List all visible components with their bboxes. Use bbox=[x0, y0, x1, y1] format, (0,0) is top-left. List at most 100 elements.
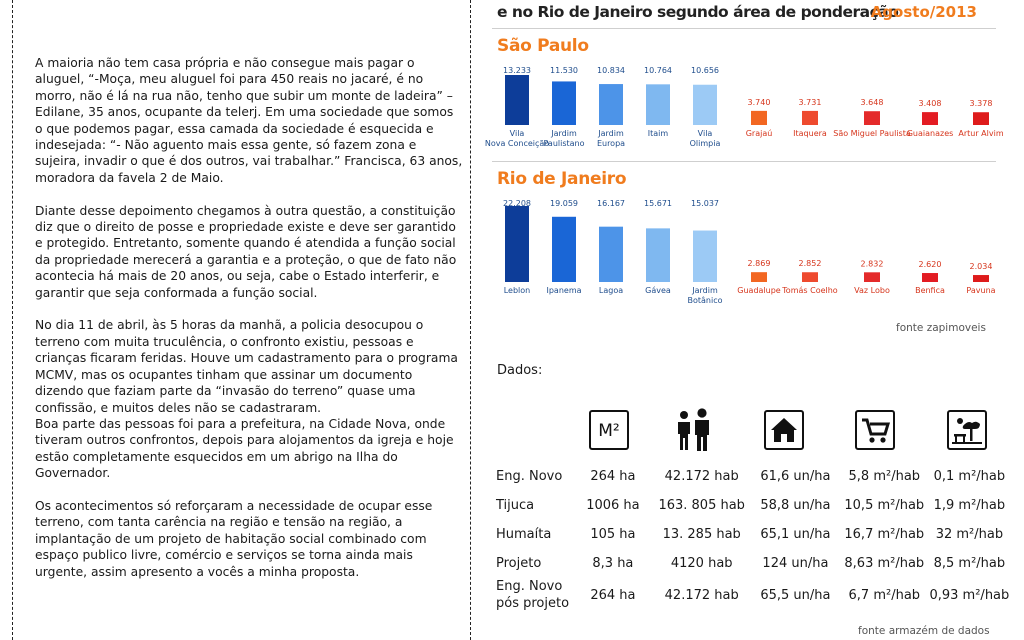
cart-icon bbox=[855, 410, 895, 450]
chart-source: fonte zapimoveis bbox=[896, 322, 986, 334]
category-label: Leblon bbox=[504, 286, 531, 295]
dados-heading: Dados: bbox=[497, 363, 543, 378]
table-cell: 10,5 m²/hab bbox=[844, 498, 925, 513]
table-cell: 58,8 un/ha bbox=[760, 498, 831, 513]
table-cell: 42.172 hab bbox=[664, 587, 739, 603]
bar-value-label: 2.832 bbox=[861, 259, 884, 268]
row-label: Humaíta bbox=[496, 527, 552, 542]
bar bbox=[802, 272, 818, 282]
data-source: fonte armazém de dados bbox=[858, 625, 990, 637]
bar bbox=[922, 273, 938, 282]
table-row: Eng. Novo 264 ha 42.172 hab 61,6 un/ha 5,8 m… bbox=[490, 462, 1010, 491]
table-cell: 1006 ha bbox=[586, 498, 640, 513]
paragraph-1: A maioria não tem casa própria e não con… bbox=[35, 56, 463, 185]
category-label: Benfica bbox=[915, 286, 945, 295]
category-label: Artur Alvim bbox=[958, 129, 1003, 138]
bar bbox=[693, 84, 717, 125]
bar bbox=[552, 81, 576, 125]
bar-value-label: 2.620 bbox=[919, 260, 942, 269]
bar-value-label: 15.671 bbox=[644, 199, 672, 208]
bar bbox=[552, 216, 576, 282]
category-label: Vila bbox=[698, 129, 713, 138]
category-label: Tomás Coelho bbox=[781, 286, 838, 295]
bar bbox=[505, 206, 529, 282]
bar-value-label: 3.648 bbox=[861, 98, 884, 107]
bar-value-label: 10.656 bbox=[691, 66, 719, 75]
category-label: Gávea bbox=[645, 286, 671, 295]
category-label: Nova Conceição bbox=[485, 139, 549, 148]
paragraph-5: Os acontecimentos só reforçaram a necess… bbox=[35, 498, 433, 579]
bar bbox=[922, 112, 938, 125]
bar-value-label: 22.208 bbox=[503, 199, 531, 208]
table-cell: 124 un/ha bbox=[762, 556, 829, 571]
bar-value-label: 2.034 bbox=[970, 262, 993, 271]
bar-value-label: 13.233 bbox=[503, 66, 531, 75]
bar bbox=[751, 110, 767, 125]
category-label: Vila bbox=[510, 129, 525, 138]
bar bbox=[599, 84, 623, 125]
table-cell: 8,3 ha bbox=[592, 556, 634, 571]
bar-value-label: 2.852 bbox=[799, 259, 822, 268]
header-rule bbox=[492, 28, 996, 29]
category-label: Europa bbox=[597, 139, 625, 148]
category-label: Jardim bbox=[550, 129, 577, 138]
paragraph-4: Boa parte das pessoas foi para a prefeit… bbox=[35, 416, 454, 481]
body-text-column: A maioria não tem casa própria e não con… bbox=[35, 55, 463, 596]
rio-bar-chart: 22.208 Leblon 19.059 Ipanema 16.167 Lagoa 15.6… bbox=[503, 199, 996, 305]
table-cell: 0,93 m²/hab bbox=[929, 587, 1010, 603]
paragraph-3: No dia 11 de abril, às 5 horas da manhã,… bbox=[35, 318, 458, 415]
category-label: Jardim bbox=[691, 286, 718, 295]
bar bbox=[864, 272, 880, 282]
table-cell: 4120 hab bbox=[670, 556, 733, 571]
category-label: Botânico bbox=[687, 296, 722, 305]
house-icon bbox=[764, 410, 804, 450]
divider-rule bbox=[492, 161, 996, 162]
category-label: Guadalupe bbox=[737, 286, 781, 295]
paragraph-2: Diante desse depoimento chegamos à outra… bbox=[35, 203, 457, 300]
table-cell: 65,5 un/ha bbox=[760, 587, 831, 603]
category-label: Itaquera bbox=[793, 129, 827, 138]
center-cut-line bbox=[470, 0, 471, 640]
m2-icon-label: M² bbox=[598, 421, 620, 441]
table-cell: 264 ha bbox=[590, 469, 636, 484]
table-cell: 8,63 m²/hab bbox=[844, 556, 925, 571]
m2-icon: M² bbox=[589, 410, 629, 450]
table-cell: 42.172 hab bbox=[664, 469, 739, 484]
category-label: São Miguel Paulista bbox=[833, 129, 911, 138]
table-cell: 163. 805 hab bbox=[658, 498, 745, 513]
category-label: Itaim bbox=[648, 129, 669, 138]
chart-title-rio: Rio de Janeiro bbox=[497, 169, 627, 189]
chart-header-date: Agosto/2013 bbox=[870, 3, 977, 21]
table-row: Projeto 8,3 ha 4120 hab 124 un/ha 8,63 m²/ha… bbox=[490, 549, 1010, 578]
row-label: Tijuca bbox=[496, 498, 535, 513]
row-label: Eng. Novo pós projeto bbox=[496, 579, 570, 611]
bar-value-label: 10.834 bbox=[597, 66, 625, 75]
category-label: Olimpia bbox=[690, 139, 721, 148]
table-cell: 5,8 m²/hab bbox=[848, 469, 921, 484]
table-row: Humaíta 105 ha 13. 285 hab 65,1 un/ha 16,7 m… bbox=[490, 520, 1010, 549]
data-table: Eng. Novo 264 ha 42.172 hab 61,6 un/ha 5,8 m… bbox=[490, 462, 1010, 612]
bar bbox=[802, 110, 818, 125]
bar bbox=[646, 228, 670, 282]
bar-value-label: 3.408 bbox=[919, 99, 942, 108]
category-label: Guaianazes bbox=[907, 129, 954, 138]
bar bbox=[973, 112, 989, 125]
category-label: Jardim bbox=[597, 129, 624, 138]
bar bbox=[505, 75, 529, 125]
bar bbox=[864, 111, 880, 125]
table-cell: 6,7 m²/hab bbox=[848, 587, 921, 603]
bar bbox=[973, 275, 989, 282]
category-label: Ipanema bbox=[546, 286, 581, 295]
bar-value-label: 3.378 bbox=[970, 99, 993, 108]
table-cell: 65,1 un/ha bbox=[760, 527, 831, 542]
table-row: Tijuca 1006 ha 163. 805 hab 58,8 un/ha 10,5 … bbox=[490, 491, 1010, 520]
bar-value-label: 2.869 bbox=[748, 259, 771, 268]
park-icon bbox=[947, 410, 987, 450]
category-label: Pavuna bbox=[966, 286, 995, 295]
bar bbox=[599, 226, 623, 282]
row-label: Projeto bbox=[496, 556, 542, 571]
category-label: Lagoa bbox=[599, 286, 623, 295]
bar-value-label: 3.740 bbox=[748, 98, 771, 107]
bar-value-label: 11.530 bbox=[550, 66, 578, 75]
